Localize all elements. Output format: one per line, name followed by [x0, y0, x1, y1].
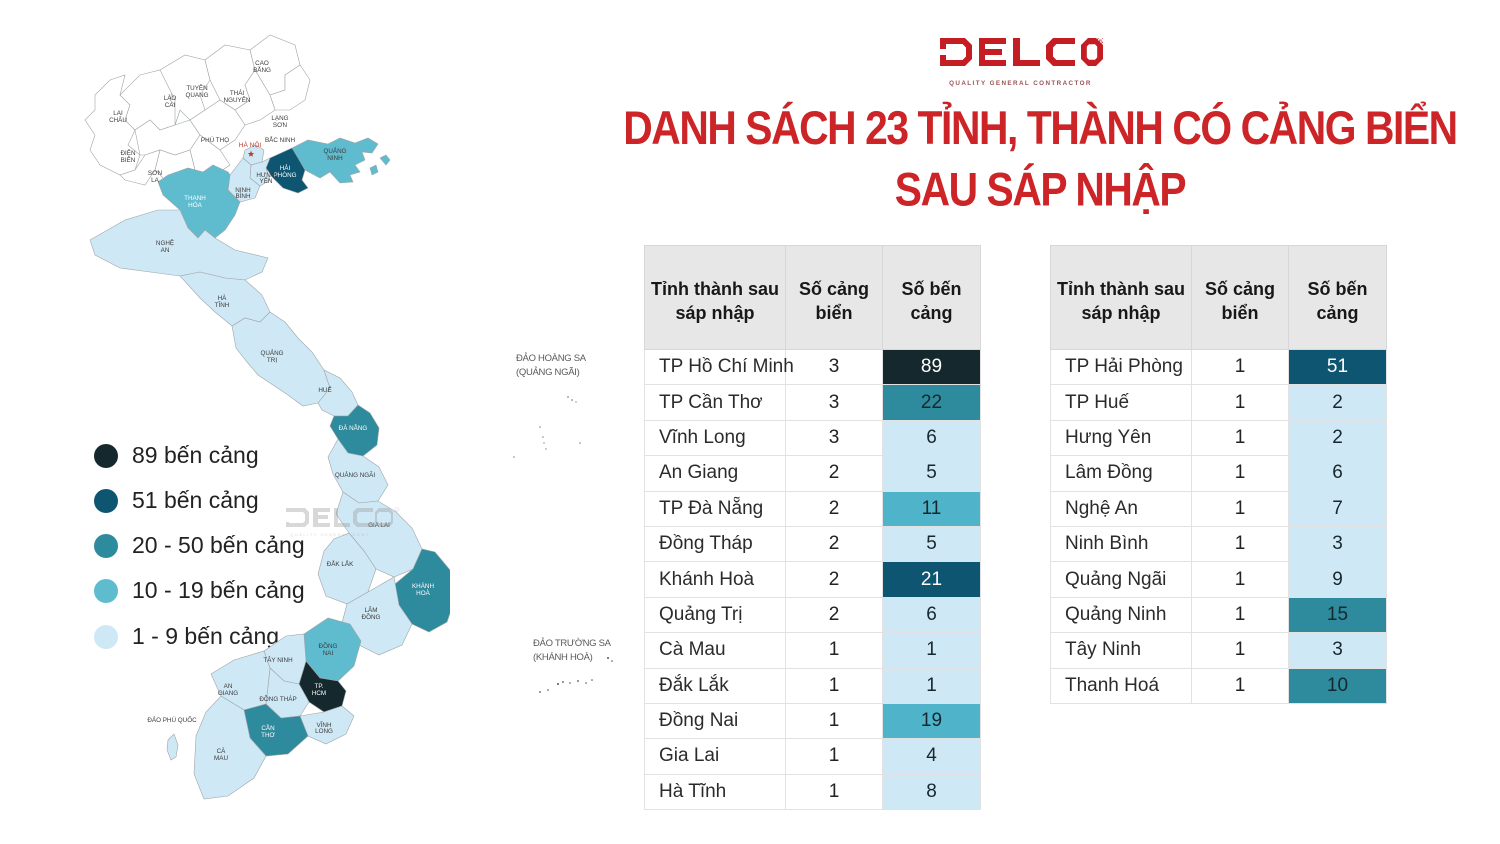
- svg-text:R: R: [1099, 39, 1102, 43]
- svg-text:ĐÀ NẴNG: ĐÀ NẴNG: [339, 423, 368, 432]
- svg-text:TÂY NINH: TÂY NINH: [263, 655, 293, 664]
- svg-text:QUALITY GENERAL CONT: QUALITY GENERAL CONT: [290, 532, 370, 537]
- svg-text:PHÚ THỌ: PHÚ THỌ: [201, 135, 229, 144]
- svg-text:HÀ NỘI: HÀ NỘI: [239, 140, 262, 149]
- svg-text:QUẢNG NGÃI: QUẢNG NGÃI: [335, 470, 375, 479]
- svg-text:R: R: [396, 508, 398, 512]
- svg-text:ĐẮK LẮK: ĐẮK LẮK: [327, 559, 354, 568]
- svg-text:BẮC NINH: BẮC NINH: [265, 135, 296, 144]
- svg-text:ĐẢO PHÚ QUỐC: ĐẢO PHÚ QUỐC: [147, 714, 197, 724]
